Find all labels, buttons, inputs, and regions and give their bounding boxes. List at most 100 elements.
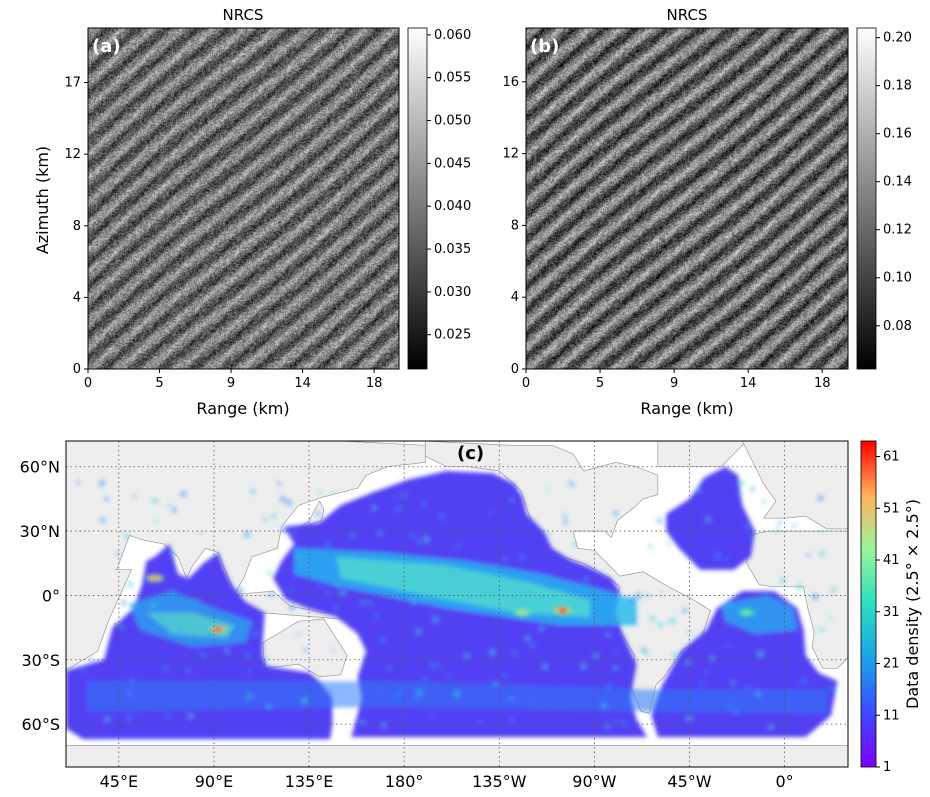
density-cell [538,625,545,632]
map-colorbar-tick-label: 31 [883,605,900,620]
density-cell [524,635,531,642]
density-cell [666,541,671,546]
density-cell [631,616,637,621]
density-cell [163,665,169,672]
panel-b-xlabel: Range (km) [640,399,733,418]
density-cell [165,713,172,720]
map-colorbar-tick-label: 41 [883,553,900,568]
panel-a-ylabel: Azimuth (km) [33,146,52,254]
density-cell [368,600,372,605]
density-cell [800,677,808,685]
density-cell [669,617,677,625]
density-cell [330,649,335,653]
density-cell [504,557,508,561]
density-cell [103,495,110,502]
density-cell [158,614,163,620]
map-y-tick-label: 30°S [21,651,60,670]
panel-b-colorbar-tick-label: 0.20 [883,31,912,46]
density-cell [395,690,403,698]
density-cell [604,723,610,729]
density-cell [395,505,403,513]
density-cell [756,650,765,658]
density-cell [182,601,189,608]
map-frame [65,440,849,768]
panel-b-y-tick-label: 12 [502,147,519,162]
density-cell [725,643,731,649]
map-density-field [66,466,838,740]
density-cell [779,577,786,584]
density-cell [266,570,273,576]
map-y-tick-label: 30°N [20,522,60,541]
density-cell [815,627,820,631]
density-cell [127,691,132,696]
density-cell [387,666,391,671]
density-cell [120,599,127,606]
panel-a-x-tick-label: 18 [366,376,383,391]
density-cell [454,579,459,584]
panel-a-colorbar-tick-label: 0.045 [434,156,471,171]
density-cell [694,486,701,493]
density-cell [410,598,417,605]
panel-a-letter: (a) [92,36,121,57]
density-cell [244,652,251,659]
ocean-density-region [666,466,755,570]
map-y-tick-label: 0° [42,586,60,605]
panel-a-y-tick-label: 0 [73,362,81,377]
density-cell [634,592,643,600]
density-cell [115,551,121,557]
density-cell [681,607,688,614]
density-cell [724,556,729,560]
density-cell [392,495,397,500]
density-cell [200,651,207,659]
density-cell [792,523,796,528]
density-cell [280,526,289,535]
density-cell [547,533,551,537]
panel-b-x-tick-label: 5 [596,376,604,391]
panel-a-colorbar-tick-label: 0.035 [434,242,471,257]
density-cell [328,689,334,695]
panel-b-letter: (b) [530,36,559,57]
density-cell [350,533,355,538]
panel-a-y-tick-label: 4 [73,290,81,305]
panel-a-y-ticks: 0 4 8 12 17 [64,76,88,377]
density-cell [288,604,296,611]
density-cell [409,533,416,540]
density-cell [744,523,751,530]
density-cell [371,505,378,511]
density-cell [749,486,755,492]
density-cell [819,529,824,534]
map-x-tick-label: 135°W [472,772,527,791]
density-cell [88,657,94,663]
map-y-ticks: 60°N 30°N 0° 30°S 60°S [20,458,60,734]
density-cell [656,517,663,524]
density-cell [447,674,452,679]
density-cell [432,615,439,623]
panel-a-x-ticks: 0 5 9 14 18 [84,369,383,391]
density-cell [171,588,177,595]
density-cell [592,653,599,659]
map-gridlines [66,441,848,767]
panel-a-colorbar-tick-label: 0.050 [434,114,471,129]
density-cell [377,530,383,536]
density-cell [125,714,133,721]
panel-b-colorbar-tick-label: 0.16 [883,127,912,142]
density-cell [488,648,497,657]
density-cell [562,513,568,519]
density-cell [615,650,619,655]
density-cell [686,630,691,635]
density-cell [167,503,171,507]
density-cell [421,503,427,508]
density-cell [605,632,611,638]
density-cell [685,659,691,666]
density-cell [678,662,682,666]
density-cell [488,510,493,515]
density-cell [563,519,569,525]
density-cell [509,497,514,502]
map-content [66,441,848,767]
density-cell [249,488,257,495]
density-cell [732,708,740,716]
panel-a-colorbar-tick-label: 0.060 [434,28,471,43]
density-cell [605,683,613,691]
density-cell [131,494,136,499]
density-cell [579,598,587,607]
